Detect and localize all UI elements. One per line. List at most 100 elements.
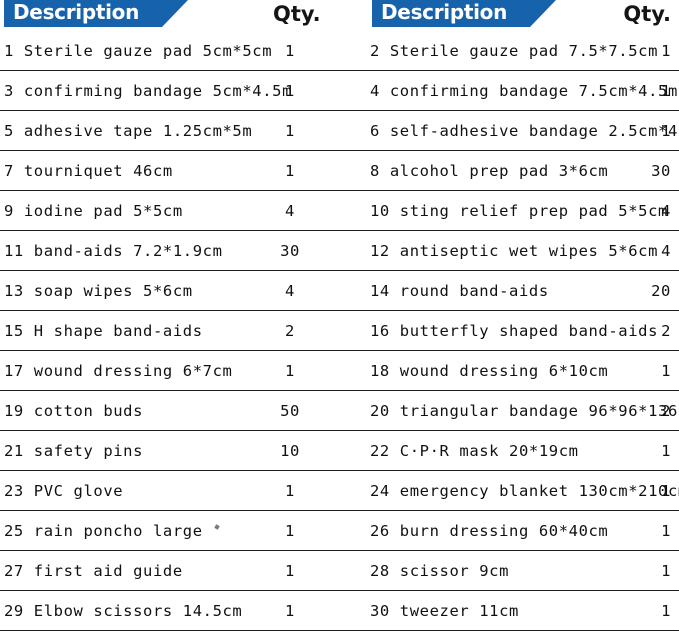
table-row: 6 self-adhesive bandage 2.5cm*4.5m 1 bbox=[340, 111, 679, 151]
table-rows-left: 1 Sterile gauze pad 5cm*5cm 1 3 confirming… bbox=[0, 31, 340, 631]
item-description: 7 tourniquet 46cm bbox=[4, 162, 173, 181]
description-header-banner-left: Description bbox=[4, 0, 188, 27]
item-quantity: 1 bbox=[285, 162, 295, 181]
table-row: 10 sting relief prep pad 5*5cm 4 bbox=[340, 191, 679, 231]
item-description: 20 triangular bandage 96*96*136cm bbox=[370, 402, 679, 421]
item-description: 12 antiseptic wet wipes 5*6cm bbox=[370, 242, 659, 261]
table-row: 5 adhesive tape 1.25cm*5m 1 bbox=[0, 111, 340, 151]
table-row: 23 PVC glove 1 bbox=[0, 471, 340, 511]
item-description: 24 emergency blanket 130cm*210cm bbox=[370, 482, 679, 501]
table-row: 12 antiseptic wet wipes 5*6cm 4 bbox=[340, 231, 679, 271]
item-description: 21 safety pins bbox=[4, 442, 144, 461]
item-description: 5 adhesive tape 1.25cm*5m bbox=[4, 122, 253, 141]
table-row: 8 alcohol prep pad 3*6cm 30 bbox=[340, 151, 679, 191]
item-quantity: 1 bbox=[661, 442, 671, 461]
item-description: 17 wound dressing 6*7cm bbox=[4, 362, 233, 381]
table-row: 1 Sterile gauze pad 5cm*5cm 1 bbox=[0, 31, 340, 71]
item-description: 8 alcohol prep pad 3*6cm bbox=[370, 162, 609, 181]
table-row: 14 round band-aids 20 bbox=[340, 271, 679, 311]
table-rows-right: 2 Sterile gauze pad 7.5*7.5cm 1 4 confirmi… bbox=[340, 31, 679, 631]
table-row: 15 H shape band-aids 2 bbox=[0, 311, 340, 351]
item-quantity: 30 bbox=[651, 162, 671, 181]
qty-header-label-right: Qty. bbox=[623, 2, 671, 26]
description-header-label-right: Description bbox=[381, 0, 508, 24]
table-row: 9 iodine pad 5*5cm 4 bbox=[0, 191, 340, 231]
table-row: 24 emergency blanket 130cm*210cm 1 bbox=[340, 471, 679, 511]
item-description: 4 confirming bandage 7.5cm*4.5m bbox=[370, 82, 678, 101]
column-header-right: Description Qty. bbox=[340, 0, 679, 31]
item-description: 23 PVC glove bbox=[4, 482, 124, 501]
table-row: 16 butterfly shaped band-aids 2 bbox=[340, 311, 679, 351]
table-row: 30 tweezer 11cm 1 bbox=[340, 591, 679, 631]
table-row: 19 cotton buds 50 bbox=[0, 391, 340, 431]
item-quantity: 30 bbox=[280, 242, 300, 261]
item-description: 25 rain poncho large bbox=[4, 522, 203, 541]
item-quantity: 1 bbox=[285, 362, 295, 381]
scan-artifact-mark bbox=[214, 524, 220, 530]
table-row: 27 first aid guide 1 bbox=[0, 551, 340, 591]
item-quantity: 1 bbox=[661, 522, 671, 541]
table-row: 20 triangular bandage 96*96*136cm 2 bbox=[340, 391, 679, 431]
table-row: 25 rain poncho large 1 bbox=[0, 511, 340, 551]
item-description: 29 Elbow scissors 14.5cm bbox=[4, 602, 243, 621]
item-quantity: 1 bbox=[661, 362, 671, 381]
item-description: 1 Sterile gauze pad 5cm*5cm bbox=[4, 42, 273, 61]
item-description: 3 confirming bandage 5cm*4.5m bbox=[4, 82, 293, 101]
item-quantity: 1 bbox=[285, 482, 295, 501]
column-header-left: Description Qty. bbox=[0, 0, 340, 31]
table-row: 28 scissor 9cm 1 bbox=[340, 551, 679, 591]
item-quantity: 4 bbox=[285, 282, 295, 301]
table-row: 26 burn dressing 60*40cm 1 bbox=[340, 511, 679, 551]
item-quantity: 1 bbox=[661, 82, 671, 101]
item-quantity: 1 bbox=[661, 482, 671, 501]
item-description: 18 wound dressing 6*10cm bbox=[370, 362, 609, 381]
table-column-right: Description Qty. 2 Sterile gauze pad 7.5… bbox=[340, 0, 679, 631]
table-row: 17 wound dressing 6*7cm 1 bbox=[0, 351, 340, 391]
item-description: 16 butterfly shaped band-aids bbox=[370, 322, 659, 341]
item-description: 22 C·P·R mask 20*19cm bbox=[370, 442, 579, 461]
item-description: 15 H shape band-aids bbox=[4, 322, 203, 341]
item-quantity: 1 bbox=[285, 522, 295, 541]
item-description: 27 first aid guide bbox=[4, 562, 183, 581]
table-column-left: Description Qty. 1 Sterile gauze pad 5cm… bbox=[0, 0, 340, 631]
item-quantity: 1 bbox=[661, 122, 671, 141]
description-header-label-left: Description bbox=[13, 0, 140, 24]
description-header-banner-right: Description bbox=[372, 0, 556, 27]
item-quantity: 4 bbox=[285, 202, 295, 221]
item-description: 14 round band-aids bbox=[370, 282, 549, 301]
item-quantity: 10 bbox=[280, 442, 300, 461]
item-description: 13 soap wipes 5*6cm bbox=[4, 282, 193, 301]
item-quantity: 1 bbox=[285, 562, 295, 581]
item-description: 11 band-aids 7.2*1.9cm bbox=[4, 242, 223, 261]
table-row: 3 confirming bandage 5cm*4.5m 1 bbox=[0, 71, 340, 111]
item-quantity: 2 bbox=[285, 322, 295, 341]
item-description: 26 burn dressing 60*40cm bbox=[370, 522, 609, 541]
item-description: 28 scissor 9cm bbox=[370, 562, 510, 581]
table-row: 18 wound dressing 6*10cm 1 bbox=[340, 351, 679, 391]
item-description: 19 cotton buds bbox=[4, 402, 144, 421]
item-quantity: 1 bbox=[285, 82, 295, 101]
item-quantity: 4 bbox=[661, 202, 671, 221]
item-quantity: 20 bbox=[651, 282, 671, 301]
table-row: 13 soap wipes 5*6cm 4 bbox=[0, 271, 340, 311]
item-quantity: 2 bbox=[661, 402, 671, 421]
table-row: 29 Elbow scissors 14.5cm 1 bbox=[0, 591, 340, 631]
item-description: 9 iodine pad 5*5cm bbox=[4, 202, 183, 221]
item-quantity: 1 bbox=[661, 602, 671, 621]
item-quantity: 1 bbox=[285, 602, 295, 621]
table-row: 7 tourniquet 46cm 1 bbox=[0, 151, 340, 191]
table-row: 22 C·P·R mask 20*19cm 1 bbox=[340, 431, 679, 471]
item-quantity: 1 bbox=[661, 562, 671, 581]
item-quantity: 1 bbox=[285, 42, 295, 61]
item-description: 6 self-adhesive bandage 2.5cm*4.5m bbox=[370, 122, 679, 141]
item-quantity: 2 bbox=[661, 322, 671, 341]
item-description: 30 tweezer 11cm bbox=[370, 602, 519, 621]
item-description: 2 Sterile gauze pad 7.5*7.5cm bbox=[370, 42, 659, 61]
table-row: 2 Sterile gauze pad 7.5*7.5cm 1 bbox=[340, 31, 679, 71]
table-row: 21 safety pins 10 bbox=[0, 431, 340, 471]
table-row: 4 confirming bandage 7.5cm*4.5m 1 bbox=[340, 71, 679, 111]
item-description: 10 sting relief prep pad 5*5cm bbox=[370, 202, 668, 221]
item-quantity: 4 bbox=[661, 242, 671, 261]
item-quantity: 1 bbox=[285, 122, 295, 141]
